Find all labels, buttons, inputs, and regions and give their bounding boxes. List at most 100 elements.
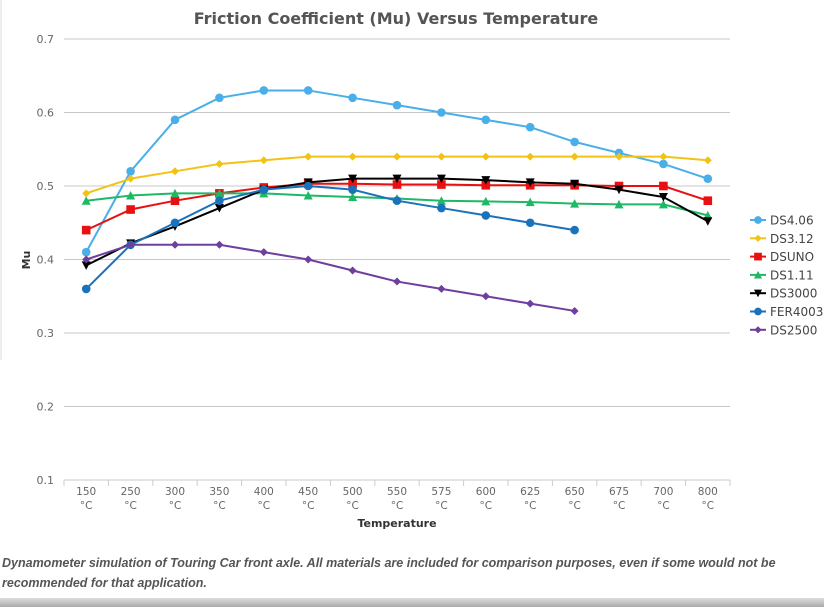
x-tick-label: 300 °C <box>165 486 185 512</box>
x-tick-label-line: °C <box>346 500 359 512</box>
x-tick-label-line: 450 <box>298 486 318 498</box>
data-point <box>659 152 668 161</box>
data-point <box>81 247 91 257</box>
data-point <box>303 181 313 191</box>
legend-marker-icon <box>754 326 762 334</box>
legend-item[interactable]: DS3.12 <box>750 232 814 246</box>
series-line <box>85 177 709 267</box>
legend-label: DS2500 <box>770 323 817 337</box>
x-tick-label-line: 500 <box>343 486 363 498</box>
data-point <box>570 179 580 189</box>
legend-item[interactable]: DS3000 <box>750 287 817 301</box>
data-point <box>437 203 446 213</box>
data-point <box>81 261 91 270</box>
series-ds3-12 <box>82 152 712 198</box>
data-point <box>703 196 713 205</box>
data-point <box>81 225 91 235</box>
legend-label: DS4.06 <box>770 214 814 228</box>
x-tick-label-line: °C <box>80 500 93 512</box>
bottom-shadow-bar <box>0 598 824 607</box>
data-point <box>259 86 269 95</box>
data-point <box>215 93 224 103</box>
data-point <box>393 277 401 286</box>
data-point <box>348 185 357 194</box>
data-point <box>126 240 135 249</box>
data-point <box>570 225 579 235</box>
data-point <box>614 185 624 195</box>
x-tick-label-line: 400 <box>254 486 274 498</box>
x-tick-label-line: °C <box>435 500 448 512</box>
friction-chart: Friction Coefficient (Mu) Versus Tempera… <box>20 9 823 530</box>
legend-marker-icon <box>753 289 763 298</box>
legend-marker-icon <box>754 307 762 316</box>
data-point <box>348 174 358 184</box>
data-point <box>481 115 491 125</box>
series-ds2500 <box>82 240 579 315</box>
data-point <box>570 137 579 147</box>
x-tick-label: 400 °C <box>254 486 274 512</box>
data-point <box>703 210 713 220</box>
y-tick-label: 0.2 <box>37 401 55 414</box>
legend-label: DS1.11 <box>770 268 814 282</box>
data-point <box>126 191 136 200</box>
data-point <box>481 180 491 190</box>
data-point <box>525 197 535 207</box>
legend-item[interactable]: DSUNO <box>750 250 814 264</box>
legend-marker-icon <box>754 216 762 224</box>
data-point <box>658 199 668 209</box>
x-tick-label: 350 °C <box>209 486 229 512</box>
data-point <box>392 174 402 184</box>
legend-marker-icon <box>753 270 763 279</box>
data-point <box>81 196 91 205</box>
data-point <box>481 292 490 301</box>
series-line <box>85 184 575 290</box>
data-point <box>703 217 713 226</box>
data-point <box>436 174 446 184</box>
data-point <box>615 152 623 161</box>
x-tick-label: 800 °C <box>698 486 718 512</box>
data-point <box>348 152 357 161</box>
x-tick-label-line: °C <box>169 500 182 512</box>
x-tick-label: 625 °C <box>520 486 540 512</box>
data-point <box>570 306 579 315</box>
data-point <box>526 152 535 161</box>
data-point <box>259 185 269 194</box>
chart-caption: Dynamometer simulation of Touring Car fr… <box>2 556 776 590</box>
data-point <box>393 152 401 161</box>
x-tick-label-line: 650 <box>565 486 585 498</box>
legend-label: FER4003 <box>770 305 823 319</box>
data-point <box>570 152 579 161</box>
data-point <box>304 152 313 161</box>
x-tick-label-line: °C <box>258 500 271 512</box>
x-tick-label: 700 °C <box>653 486 673 512</box>
x-tick-label-line: 700 <box>653 486 673 498</box>
x-tick-label-line: 575 <box>431 486 451 498</box>
legend-item[interactable]: DS1.11 <box>750 268 814 282</box>
legend-item[interactable]: FER4003 <box>750 305 823 319</box>
data-point <box>481 176 491 185</box>
y-tick-label: 0.1 <box>37 474 55 487</box>
x-tick-label: 600 °C <box>476 486 496 512</box>
x-tick-label-line: °C <box>568 500 581 512</box>
x-tick-label: 675 °C <box>609 486 629 512</box>
x-tick-label: 250 °C <box>121 486 141 512</box>
data-point <box>659 181 668 191</box>
data-point <box>481 196 491 206</box>
legend-item[interactable]: DS4.06 <box>750 214 814 228</box>
legend-marker-icon <box>754 252 762 261</box>
legend-label: DS3000 <box>770 287 817 301</box>
series-fer4003 <box>81 181 579 294</box>
data-point <box>214 204 224 213</box>
x-tick-label-line: °C <box>524 500 537 512</box>
y-tick-label: 0.4 <box>37 254 55 267</box>
legend-item[interactable]: DS2500 <box>750 323 817 337</box>
x-tick-label-line: °C <box>657 500 670 512</box>
data-point <box>170 115 180 125</box>
data-point <box>437 180 446 189</box>
x-tick-label-line: °C <box>124 500 137 512</box>
x-tick-label-line: 250 <box>121 486 141 498</box>
page-edge <box>0 0 2 360</box>
data-point <box>481 152 490 161</box>
data-point <box>215 159 224 168</box>
x-tick-label: 550 °C <box>387 486 407 512</box>
